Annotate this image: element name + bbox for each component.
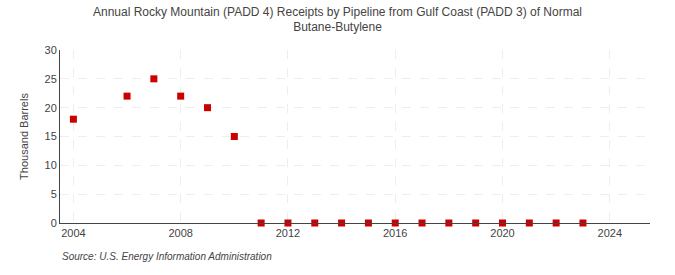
svg-text:15: 15: [45, 130, 57, 142]
svg-text:2016: 2016: [383, 227, 407, 239]
svg-text:Source: U.S. Energy Informatio: Source: U.S. Energy Information Administ…: [62, 251, 272, 262]
svg-text:2024: 2024: [598, 227, 622, 239]
svg-text:20: 20: [45, 102, 57, 114]
svg-text:2012: 2012: [276, 227, 300, 239]
svg-text:Annual Rocky Mountain (PADD 4): Annual Rocky Mountain (PADD 4) Receipts …: [93, 5, 582, 35]
svg-text:2020: 2020: [490, 227, 514, 239]
svg-text:10: 10: [45, 159, 57, 171]
svg-text:Thousand Barrels: Thousand Barrels: [18, 93, 30, 180]
svg-text:25: 25: [45, 73, 57, 85]
svg-text:30: 30: [45, 44, 57, 56]
svg-text:2008: 2008: [168, 227, 192, 239]
svg-text:0: 0: [51, 217, 57, 229]
svg-text:2004: 2004: [61, 227, 85, 239]
svg-text:5: 5: [51, 188, 57, 200]
